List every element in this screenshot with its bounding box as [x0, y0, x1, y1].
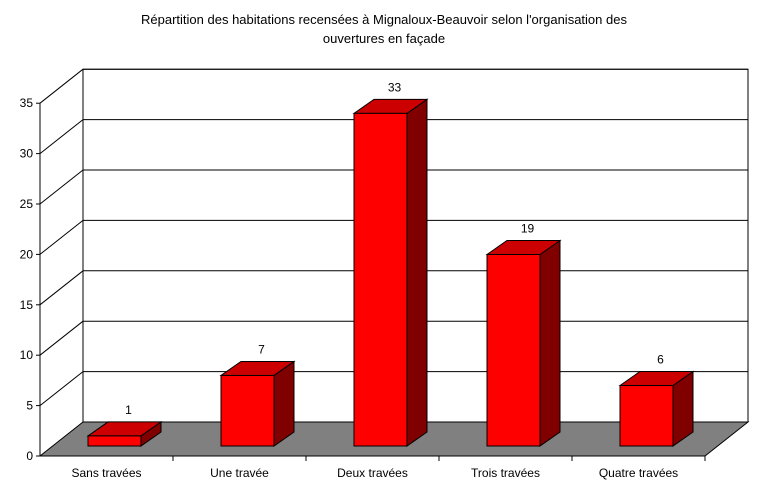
y-tick-label: 25: [20, 197, 34, 211]
data-label: 19: [521, 221, 535, 235]
x-tick-label: Quatre travées: [599, 466, 678, 480]
chart-title-line-2: ouvertures en façade: [322, 31, 446, 46]
gridline-side: [39, 68, 84, 104]
gridline-side: [39, 169, 84, 205]
chart-title-line-1: Répartition des habitations recensées à …: [141, 12, 627, 27]
bar-side: [273, 360, 295, 447]
bar: [619, 385, 674, 447]
bar-side: [406, 98, 428, 447]
data-label: 7: [258, 342, 265, 356]
data-label: 6: [657, 353, 664, 367]
gridline-side: [39, 320, 84, 356]
y-tick-label: 35: [20, 96, 34, 110]
y-tick-label: 0: [26, 449, 33, 463]
y-tick-label: 15: [20, 298, 34, 312]
bar: [87, 435, 142, 447]
x-tick-label: Sans travées: [71, 466, 141, 480]
data-label: 33: [388, 80, 402, 94]
data-label: 1: [125, 403, 132, 417]
x-tick-label: Deux travées: [337, 466, 408, 480]
chart-title: Répartition des habitations recensées à …: [0, 10, 768, 48]
gridline-side: [39, 270, 84, 306]
bar: [486, 253, 541, 447]
y-tick-label: 5: [26, 399, 33, 413]
gridline-side: [39, 220, 84, 255]
bar-side: [539, 239, 561, 447]
y-tick-label: 10: [20, 348, 34, 362]
bar: [220, 374, 275, 447]
gridline-side: [39, 371, 84, 406]
y-tick-label: 30: [20, 147, 34, 161]
bar: [353, 112, 408, 447]
y-tick-label: 20: [20, 247, 34, 261]
x-tick-label: Une travée: [210, 466, 269, 480]
gridline-side: [39, 119, 84, 154]
x-tick-label: Trois travées: [471, 466, 540, 480]
